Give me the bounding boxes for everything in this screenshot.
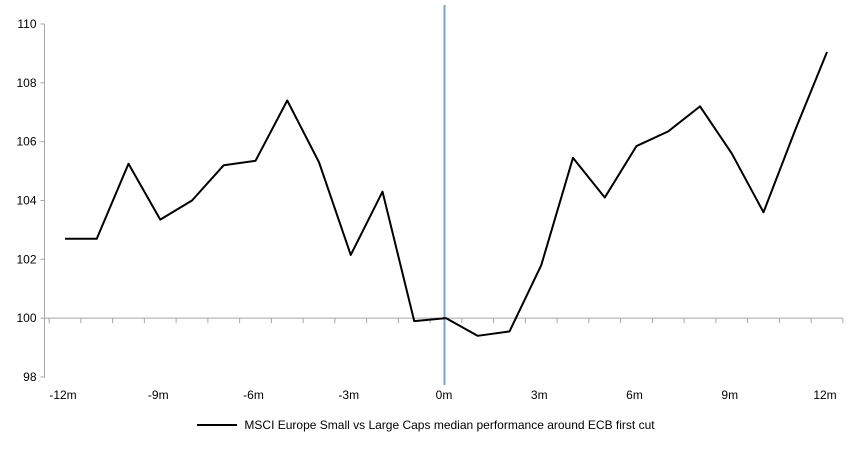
legend: MSCI Europe Small vs Large Caps median p… [0,418,852,432]
x-axis-label: 0m [436,388,453,402]
x-axis-label: 3m [531,388,548,402]
x-axis-label: -3m [338,388,359,402]
x-axis-label: 9m [721,388,738,402]
y-axis-label: 104 [16,194,36,208]
series-line [65,51,828,337]
y-axis-label: 106 [16,135,36,149]
x-axis-label: 12m [813,388,836,402]
x-axis-label: -9m [148,388,169,402]
y-axis-label: 98 [23,370,37,384]
y-axis-label: 100 [16,311,36,325]
legend-series-label: MSCI Europe Small vs Large Caps median p… [244,418,655,432]
y-axis-label: 102 [16,252,36,266]
x-axis-label: -6m [243,388,264,402]
y-axis-label: 110 [17,17,36,31]
legend-line-swatch-icon [197,424,238,426]
y-axis-label: 108 [16,76,36,90]
x-axis-label: 6m [626,388,643,402]
x-axis-label: -12m [49,388,76,402]
